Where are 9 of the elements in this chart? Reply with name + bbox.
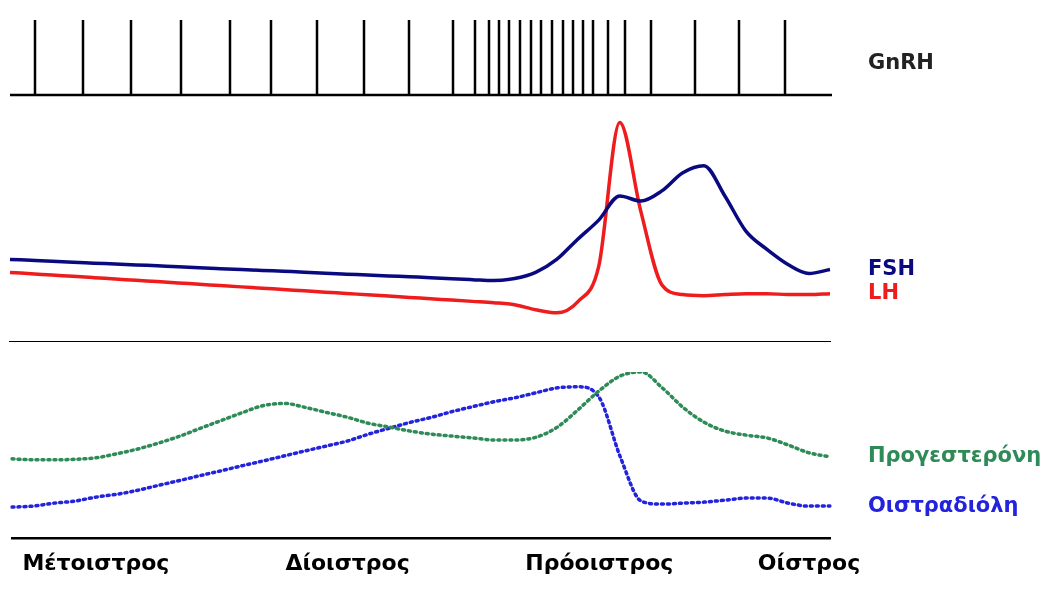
x-tick-label: Πρόοιστρος xyxy=(525,549,674,575)
series-label: Προγεστερόνη xyxy=(868,443,1042,468)
x-tick-label: Μέτοιστρος xyxy=(22,549,170,575)
series-label: Οιστραδιόλη xyxy=(868,492,1019,517)
series-label: LH xyxy=(868,280,899,305)
text: GnRH xyxy=(868,50,934,74)
x-tick-label: Δίοιστρος xyxy=(285,549,410,575)
x-tick-label: Οίστρος xyxy=(757,549,861,575)
series-label: FSH xyxy=(868,255,916,280)
